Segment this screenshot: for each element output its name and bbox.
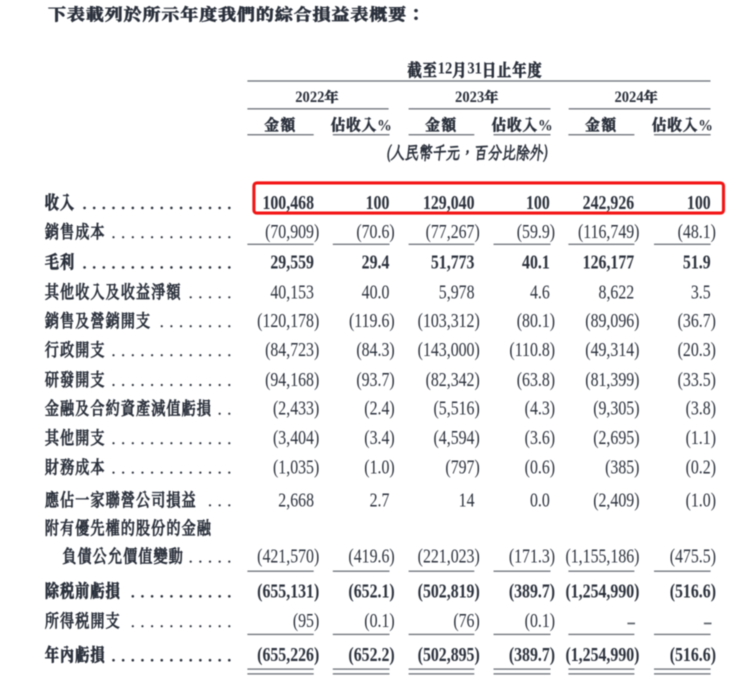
svg-text:51.9: 51.9 — [683, 251, 711, 273]
svg-text:(80.1): (80.1) — [517, 309, 555, 332]
svg-text:(94,168): (94,168) — [265, 368, 319, 391]
svg-text:(652.2): (652.2) — [348, 643, 394, 666]
svg-text:(421,570): (421,570) — [257, 545, 319, 568]
svg-text:(516.6): (516.6) — [670, 579, 716, 602]
svg-text:(502,819): (502,819) — [418, 579, 480, 602]
svg-text:8,622: 8,622 — [599, 280, 635, 302]
svg-text:(9,305): (9,305) — [593, 397, 639, 420]
svg-text:40.1: 40.1 — [522, 251, 550, 273]
svg-text:(221,023): (221,023) — [418, 545, 480, 568]
svg-text:(95): (95) — [293, 609, 319, 632]
svg-text:(652.1): (652.1) — [348, 579, 394, 602]
svg-text:5,978: 5,978 — [439, 280, 475, 302]
svg-text:(82,342): (82,342) — [426, 368, 480, 391]
svg-text:%: % — [377, 118, 392, 134]
svg-text:(0.2): (0.2) — [686, 456, 716, 479]
svg-text:(502,895): (502,895) — [418, 643, 480, 666]
svg-text:(2,433): (2,433) — [273, 397, 319, 420]
svg-text:(110.8): (110.8) — [509, 338, 555, 361]
svg-text:(70,909): (70,909) — [265, 220, 319, 243]
svg-text:(3.6): (3.6) — [525, 426, 555, 449]
svg-text:100: 100 — [526, 191, 550, 213]
svg-text:(419.6): (419.6) — [348, 545, 394, 568]
svg-text:(655,131): (655,131) — [257, 579, 319, 602]
svg-text:(3,404): (3,404) — [273, 426, 319, 449]
svg-text:2024: 2024 — [614, 90, 644, 106]
svg-text:(0.1): (0.1) — [525, 609, 555, 632]
svg-text:(63.8): (63.8) — [517, 368, 555, 391]
svg-text:31: 31 — [467, 60, 482, 78]
svg-text:(84,723): (84,723) — [265, 338, 319, 361]
svg-text:(76): (76) — [453, 609, 479, 632]
svg-text:(1,035): (1,035) — [273, 456, 319, 479]
svg-text:4.6: 4.6 — [530, 280, 550, 302]
svg-text:242,926: 242,926 — [583, 191, 635, 213]
svg-text:(0.1): (0.1) — [364, 609, 394, 632]
svg-text:(1,254,990): (1,254,990) — [565, 643, 639, 666]
svg-text:(3.4): (3.4) — [364, 426, 394, 449]
svg-text:2022: 2022 — [295, 90, 324, 106]
svg-text:(49,314): (49,314) — [585, 338, 639, 361]
svg-text:(84.3): (84.3) — [356, 338, 394, 361]
svg-text:(385): (385) — [605, 456, 639, 479]
svg-text:(59.9): (59.9) — [517, 220, 555, 243]
svg-text:(516.6): (516.6) — [670, 643, 716, 666]
svg-text:(4.3): (4.3) — [525, 397, 555, 420]
svg-text:(20.3): (20.3) — [678, 338, 716, 361]
svg-text:(1.0): (1.0) — [364, 456, 394, 479]
svg-text:(655,226): (655,226) — [257, 643, 319, 666]
svg-text:(36.7): (36.7) — [678, 309, 716, 332]
svg-text:(3.8): (3.8) — [686, 397, 716, 420]
svg-text:(120,178): (120,178) — [257, 309, 319, 332]
svg-text:29.4: 29.4 — [362, 251, 390, 273]
svg-text:(70.6): (70.6) — [356, 220, 394, 243]
svg-text:(1.0): (1.0) — [686, 488, 716, 511]
svg-text:12: 12 — [438, 60, 453, 78]
svg-text:0.0: 0.0 — [530, 488, 550, 510]
svg-text:(5,516): (5,516) — [434, 397, 480, 420]
svg-text:(119.6): (119.6) — [349, 309, 395, 332]
svg-text:(143,000): (143,000) — [418, 338, 480, 361]
svg-text:(1.1): (1.1) — [686, 426, 716, 449]
svg-text:(2,409): (2,409) — [593, 488, 639, 511]
svg-text:51,773: 51,773 — [431, 251, 475, 273]
svg-text:(93.7): (93.7) — [356, 368, 394, 391]
svg-text:(81,399): (81,399) — [585, 368, 639, 391]
svg-text:(77,267): (77,267) — [426, 220, 480, 243]
svg-text:2,668: 2,668 — [278, 488, 314, 510]
svg-text:(103,312): (103,312) — [418, 309, 480, 332]
svg-text:(2,695): (2,695) — [593, 426, 639, 449]
svg-text:100: 100 — [366, 191, 390, 213]
svg-text:(389.7): (389.7) — [509, 579, 555, 602]
svg-text:126,177: 126,177 — [583, 251, 635, 273]
svg-text:(1,155,186): (1,155,186) — [565, 545, 639, 568]
svg-text:%: % — [538, 118, 553, 134]
svg-text:(1,254,990): (1,254,990) — [565, 579, 639, 602]
svg-text:(89,096): (89,096) — [585, 309, 639, 332]
svg-text:2023: 2023 — [455, 90, 485, 106]
svg-text:(389.7): (389.7) — [509, 643, 555, 666]
svg-text:(4,594): (4,594) — [434, 426, 480, 449]
svg-text:(0.6): (0.6) — [525, 456, 555, 479]
svg-text:29,559: 29,559 — [270, 251, 314, 273]
svg-text:129,040: 129,040 — [423, 191, 475, 213]
svg-text:(171.3): (171.3) — [509, 545, 555, 568]
svg-text:(797): (797) — [445, 456, 479, 479]
svg-text:100,468: 100,468 — [262, 191, 314, 213]
svg-text:(475.5): (475.5) — [670, 545, 716, 568]
svg-text:(48.1): (48.1) — [678, 220, 716, 243]
svg-text:(116,749): (116,749) — [578, 220, 640, 243]
svg-text:40,153: 40,153 — [270, 280, 314, 302]
svg-text:14: 14 — [459, 488, 475, 510]
svg-text:(33.5): (33.5) — [678, 368, 716, 391]
svg-text:3.5: 3.5 — [691, 280, 711, 302]
svg-text:%: % — [698, 118, 713, 134]
svg-text:2.7: 2.7 — [370, 488, 390, 510]
svg-text:40.0: 40.0 — [362, 280, 390, 302]
svg-text:(2.4): (2.4) — [364, 397, 394, 420]
svg-text:100: 100 — [687, 191, 711, 213]
